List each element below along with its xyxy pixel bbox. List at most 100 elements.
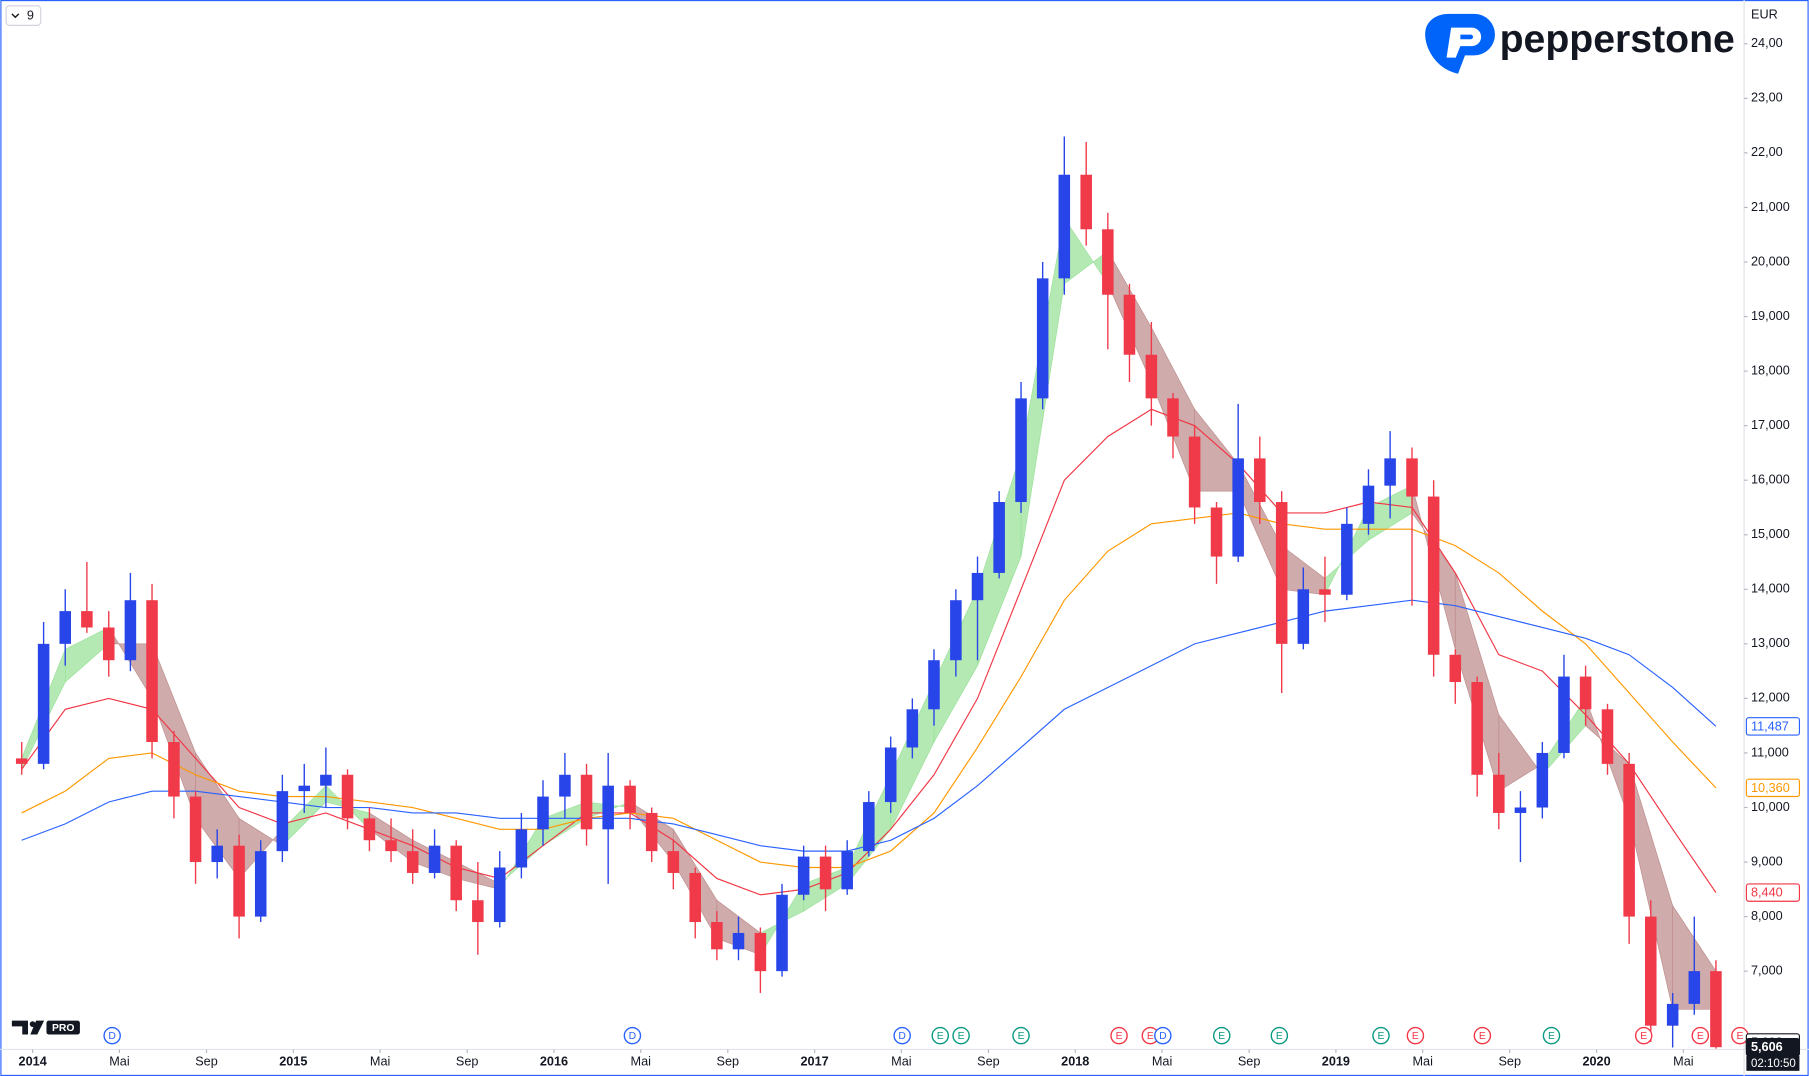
candle-body (298, 785, 311, 792)
candle-body (1036, 278, 1049, 399)
candle-body (81, 611, 93, 628)
event-label: E (1378, 1031, 1385, 1042)
event-label: E (1276, 1031, 1283, 1042)
candle-body (559, 774, 571, 797)
y-tick-label: 21,000 (1751, 200, 1790, 214)
candle-body (320, 774, 332, 786)
event-label: D (108, 1031, 115, 1042)
candle-body (1080, 174, 1092, 230)
candle-body (1623, 763, 1635, 917)
price-label-box (1745, 717, 1801, 736)
event-marker (1212, 1026, 1231, 1045)
countdown-box (1746, 1055, 1800, 1071)
candle-body (1493, 774, 1505, 813)
candle-body (645, 812, 658, 852)
event-marker (1406, 1026, 1425, 1045)
tv-mark-slash (30, 1020, 45, 1035)
candle-body (515, 829, 528, 868)
candle-body (385, 840, 397, 852)
event-marker (893, 1026, 911, 1045)
candle-body (1427, 496, 1440, 655)
x-tick-label: Mai (631, 1055, 651, 1069)
candle-body (103, 627, 115, 661)
y-tick-label: 9,000 (1751, 854, 1783, 868)
event-marker (1372, 1026, 1390, 1045)
candle-body (1232, 458, 1244, 557)
candle-body (406, 851, 419, 873)
candle-body (341, 774, 354, 819)
currency-label: EUR (1751, 7, 1778, 21)
candle-body (189, 796, 202, 863)
event-label: D (1159, 1031, 1166, 1042)
candle-body (276, 791, 289, 852)
event-label: E (1479, 1031, 1486, 1042)
event-label: E (1412, 1031, 1419, 1042)
candle-body (537, 796, 549, 830)
event-marker (623, 1026, 642, 1045)
event-marker (1110, 1026, 1128, 1045)
candle-body (776, 894, 788, 972)
candle-body (841, 851, 853, 890)
event-label: D (629, 1031, 636, 1042)
x-tick-label: 2020 (1582, 1055, 1610, 1069)
x-tick-label: Sep (1498, 1055, 1521, 1069)
event-marker (1270, 1026, 1289, 1045)
candle-body (667, 851, 680, 873)
x-tick-label: Mai (370, 1055, 390, 1069)
price-label: 5,606 (1751, 1040, 1783, 1054)
candle-body (472, 900, 484, 923)
candle-body (1688, 971, 1701, 1004)
event-label: E (958, 1031, 965, 1042)
candle-body (37, 643, 50, 764)
candle-body (993, 502, 1005, 573)
event-label: D (898, 1031, 905, 1042)
candle-body (1384, 458, 1396, 486)
event-label: E (1018, 1031, 1025, 1042)
event-label: E (1218, 1031, 1225, 1042)
candle-body (971, 572, 984, 601)
candle-body (1123, 294, 1136, 355)
y-tick-label: 11,000 (1751, 745, 1789, 759)
chevron-icon (11, 13, 20, 19)
tv-mark (11, 1020, 29, 1035)
candle-body (580, 774, 593, 830)
x-tick-label: 2018 (1061, 1055, 1089, 1069)
interval-button[interactable]: 9 (5, 5, 42, 26)
candle-body (1710, 971, 1722, 1048)
candle-body (1362, 485, 1375, 524)
price-label-box (1745, 883, 1801, 902)
x-tick-label: Sep (195, 1055, 218, 1069)
price-label: 10,360 (1751, 781, 1790, 795)
candle-body (819, 856, 832, 890)
brand-name: pepperstone (1500, 18, 1735, 61)
candle-body (146, 600, 158, 743)
event-label: E (1116, 1031, 1123, 1042)
candle-body (1058, 174, 1071, 279)
candle-body (732, 932, 745, 950)
event-label: E (1548, 1031, 1555, 1042)
x-tick-label: Sep (977, 1055, 1000, 1069)
candle-body (1015, 398, 1027, 503)
x-tick-label: 2017 (801, 1055, 829, 1069)
candle-body (602, 785, 614, 830)
candle-body (1536, 752, 1549, 808)
candle-body (1188, 436, 1201, 508)
candle-body (1145, 354, 1158, 399)
y-tick-label: 8,000 (1751, 909, 1783, 923)
x-tick-label: Sep (717, 1055, 740, 1069)
candle-body (1449, 654, 1462, 683)
candle-body (59, 611, 72, 644)
event-marker (1542, 1026, 1561, 1045)
candle-body (1601, 709, 1614, 764)
candle-body (254, 851, 267, 917)
candle-body (1297, 589, 1310, 644)
candle-body (124, 600, 137, 661)
candle-body (797, 856, 810, 895)
candle-body (624, 785, 636, 813)
interval-box[interactable] (5, 5, 42, 26)
candle-body (689, 872, 701, 923)
candle-body (711, 922, 723, 950)
candle-body (950, 600, 962, 661)
x-tick-label: 2015 (279, 1055, 307, 1069)
